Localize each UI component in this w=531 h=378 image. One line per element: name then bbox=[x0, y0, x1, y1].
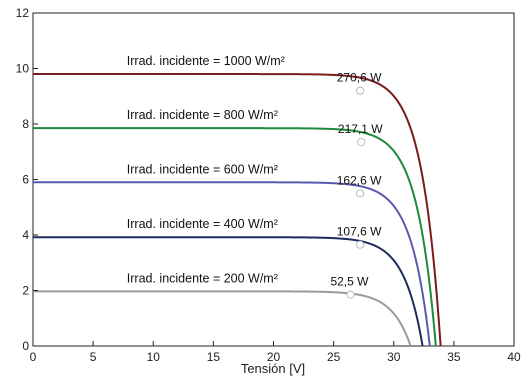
x-tick-label: 5 bbox=[90, 350, 97, 364]
series-label: Irrad. incidente = 800 W/m² bbox=[127, 108, 278, 122]
power-label: 162,6 W bbox=[337, 173, 382, 187]
series-line bbox=[33, 73, 442, 347]
mpp-point bbox=[355, 189, 365, 198]
x-tick-label: 35 bbox=[447, 350, 461, 364]
series-label: Irrad. incidente = 200 W/m² bbox=[127, 271, 278, 285]
power-label: 270,6 W bbox=[337, 71, 382, 85]
power-label: 217,1 W bbox=[338, 122, 383, 136]
series-line bbox=[32, 181, 431, 347]
x-tick-label: 40 bbox=[507, 350, 521, 364]
y-tick-label: 12 bbox=[16, 6, 30, 20]
y-tick-label: 4 bbox=[22, 228, 29, 242]
series-line bbox=[33, 127, 437, 347]
series-layer: 270,6 W Irrad. incidente = 1000 W/m² 217,1… bbox=[32, 54, 442, 347]
series-label: Irrad. incidente = 1000 W/m² bbox=[127, 54, 285, 68]
axis-layer: 0 5 10 15 20 25 30 35 40 0 2 4 6 8 10 12 bbox=[16, 6, 521, 364]
x-tick-label: 0 bbox=[30, 350, 37, 364]
x-tick-label: 30 bbox=[387, 350, 401, 364]
series-label: Irrad. incidente = 600 W/m² bbox=[127, 162, 278, 176]
y-tick-label: 2 bbox=[22, 284, 29, 298]
mpp-point bbox=[355, 240, 365, 249]
power-label: 52,5 W bbox=[330, 275, 369, 289]
x-axis-title: Tensión [V] bbox=[241, 361, 305, 376]
mpp-point bbox=[357, 137, 366, 147]
power-label: 107,6 W bbox=[337, 225, 382, 239]
x-tick-label: 10 bbox=[147, 350, 161, 364]
series-line bbox=[33, 236, 424, 347]
mpp-point bbox=[355, 86, 365, 95]
x-tick-label: 20 bbox=[267, 350, 281, 364]
series-label: Irrad. incidente = 400 W/m² bbox=[127, 217, 278, 231]
y-tick-label: 0 bbox=[22, 339, 29, 353]
y-tick-label: 6 bbox=[22, 173, 29, 187]
x-tick-label: 15 bbox=[207, 350, 221, 364]
mpp-point bbox=[346, 290, 355, 299]
y-tick-label: 10 bbox=[16, 62, 30, 76]
x-tick-label: 25 bbox=[327, 350, 341, 364]
y-tick-label: 8 bbox=[22, 117, 29, 131]
